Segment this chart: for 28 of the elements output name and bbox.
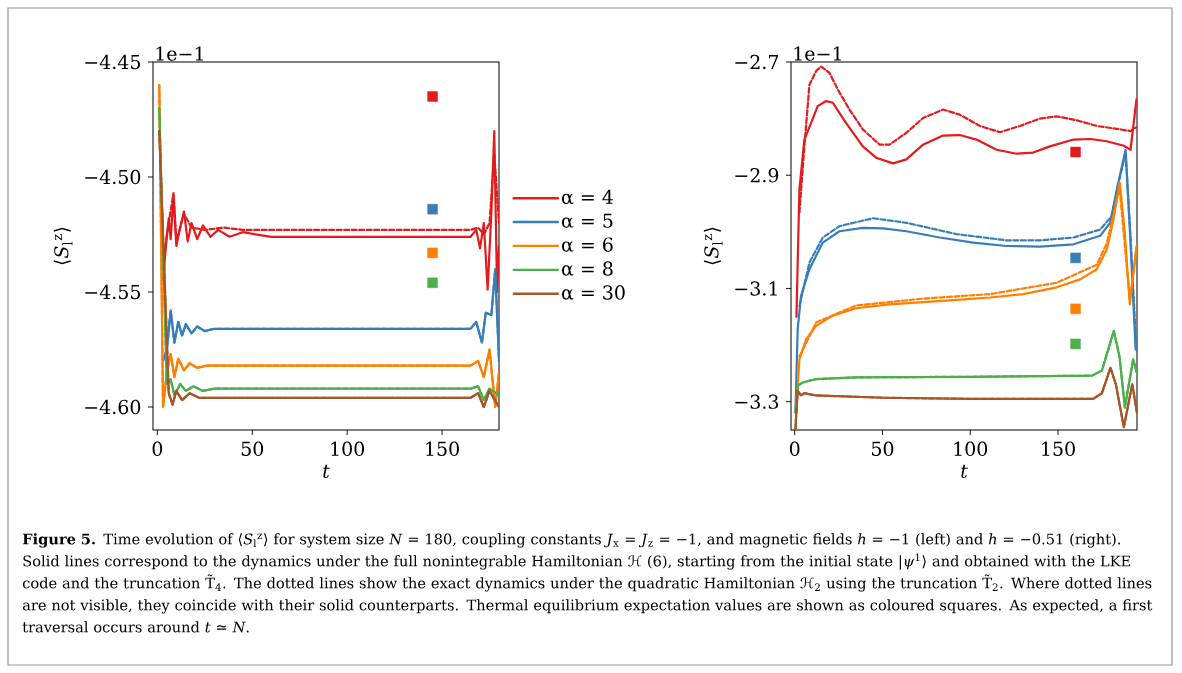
legend-label: α = 6 [561, 237, 613, 252]
text: 1e−1 [156, 46, 203, 61]
y-tick-label: −3.3 [735, 394, 779, 409]
x-tick-label: 150 [426, 441, 459, 456]
legend-label: α = 4 [561, 189, 613, 205]
x-axis-title: t [961, 464, 968, 478]
y-tick-label: −2.7 [735, 54, 779, 70]
y-tick-label: −4.55 [85, 284, 140, 300]
legend-label: α = 30 [561, 285, 625, 300]
text: 1e−1 [794, 46, 841, 61]
y-axis-title: ⟨S$_{l}$$^{z}$⟩ [703, 227, 723, 265]
x-axis-title: t [323, 464, 330, 478]
y-tick-label: −4.50 [85, 169, 141, 185]
y-tick-label: −2.9 [735, 168, 779, 183]
y-tick-label: −3.1 [735, 281, 777, 296]
y-axis-title: ⟨S$_{l}$$^{z}$⟩ [53, 227, 73, 265]
x-tick-label: 150 [1042, 441, 1075, 456]
legend-label: α = 8 [561, 261, 613, 276]
x-tick-label: 50 [241, 441, 264, 456]
x-tick-label: 100 [331, 441, 365, 456]
legend-label: α = 5 [561, 213, 613, 228]
x-tick-label: 50 [872, 441, 894, 456]
y-tick-label: −4.45 [85, 54, 140, 70]
y-tick-label: −4.60 [85, 399, 141, 415]
text: Figure 5. Time evolution of ⟨S$_{l}$$^{z}$⟩ for system size N = 180, coupling constants J$_{x}$ = J$_{z}$ = −1, and magnetic fields h = −1 (left) and h = −0.51 (right). Solid lines correspond to the dynamics under the full nonintegrable Hamiltonian ℋ (6), starting from the initial state |ψ$^{1}$⟩ and obtained with the LKE code and the truncation T̃$_{4}$. The dotted lines show the exact dynamics under the quadratic Hamiltonian ℋ$_{2}$ using the truncation T̃$_{2}$. Where dotted lines are not visible, they coincide with their solid counterparts. Thermal equilibrium expectation values are shown as coloured squares. As expected, a first traversal occurs around t ≃ N. [22, 533, 1153, 633]
x-tick-label: 0 [152, 441, 163, 456]
x-tick-label: 100 [954, 441, 988, 456]
x-tick-label: 0 [789, 441, 800, 456]
